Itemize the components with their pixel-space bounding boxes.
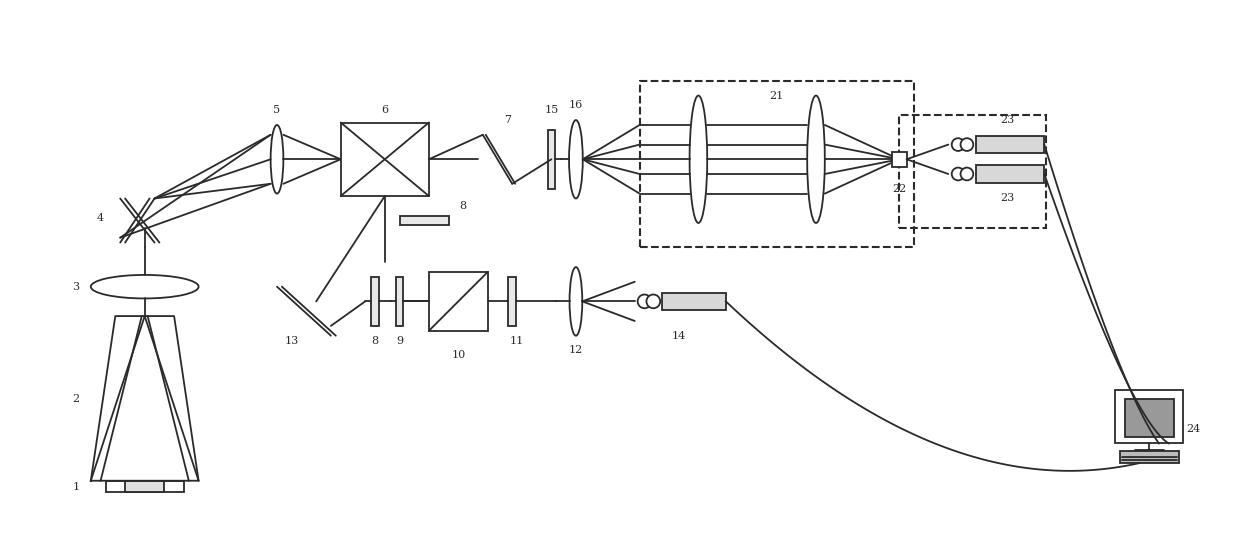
Text: 2: 2 [72,395,79,404]
Text: 5: 5 [274,105,280,115]
Text: 8: 8 [460,201,466,211]
Ellipse shape [952,167,965,180]
Bar [1120,451,1178,463]
Bar [371,277,379,326]
Bar [548,130,554,189]
Bar [976,136,1044,153]
Text: 6: 6 [381,105,388,115]
Text: 9: 9 [396,335,403,346]
Ellipse shape [961,167,973,180]
Ellipse shape [646,294,660,308]
Ellipse shape [952,138,965,151]
Bar [125,481,165,493]
Bar [105,481,184,493]
Ellipse shape [569,120,583,198]
Bar [399,216,449,225]
Text: 14: 14 [672,331,686,341]
Text: 22: 22 [892,184,906,193]
Text: 24: 24 [1187,424,1200,434]
Text: 16: 16 [569,100,583,111]
Text: 3: 3 [72,282,79,292]
Ellipse shape [689,95,707,223]
Ellipse shape [270,125,284,193]
Ellipse shape [961,138,973,151]
Text: 1: 1 [72,482,79,492]
Bar [429,272,487,331]
Bar [640,81,914,248]
Bar [662,293,725,310]
Ellipse shape [637,294,651,308]
Bar [396,277,403,326]
Bar [1125,399,1174,437]
Bar [508,277,516,326]
Text: 23: 23 [999,115,1014,125]
Text: 10: 10 [451,350,465,360]
Text: 15: 15 [544,105,558,115]
Bar [976,165,1044,183]
Text: 13: 13 [284,335,299,346]
Ellipse shape [569,267,583,335]
Ellipse shape [91,275,198,299]
Bar [899,115,1047,228]
Bar [892,152,906,166]
Text: 8: 8 [372,335,378,346]
Text: 21: 21 [770,91,784,101]
Text: 23: 23 [999,193,1014,203]
Bar [341,122,429,196]
Text: 4: 4 [97,213,104,223]
Text: 12: 12 [569,345,583,356]
Text: 7: 7 [503,115,511,125]
Text: 11: 11 [510,335,525,346]
Ellipse shape [807,95,825,223]
Bar [1115,390,1183,443]
